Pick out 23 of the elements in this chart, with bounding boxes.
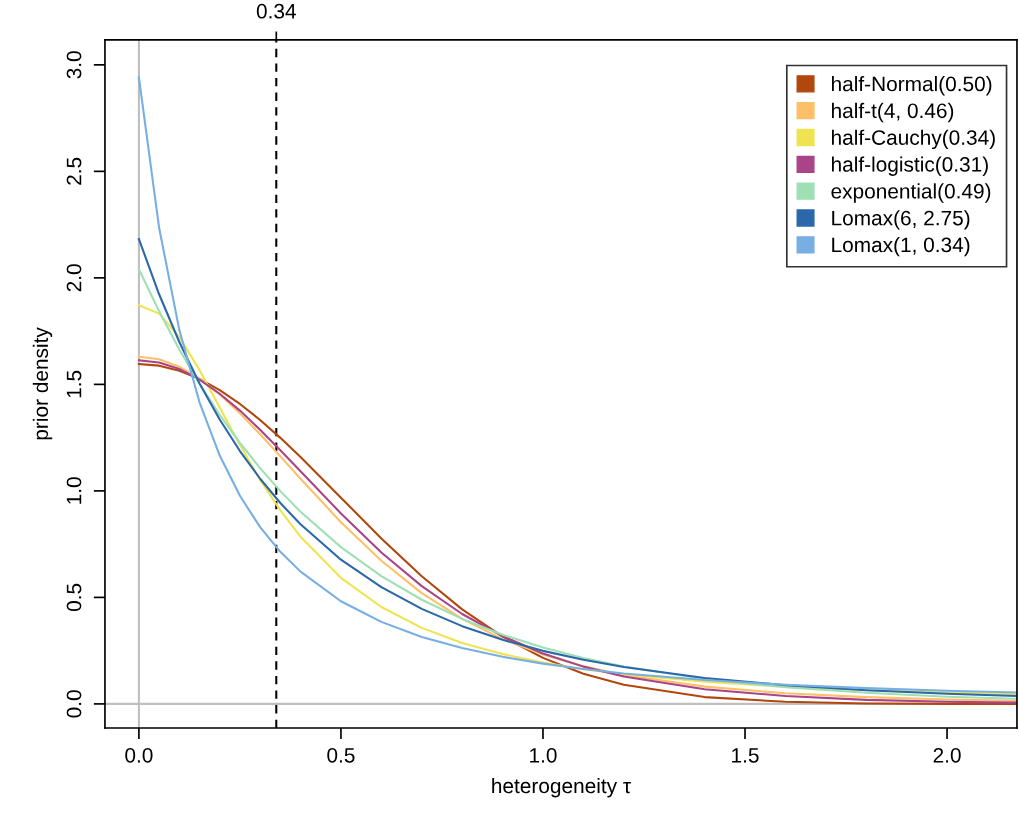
x-tick-label: 2.0	[933, 747, 961, 763]
y-tick-label: 3.0	[66, 51, 82, 79]
x-axis-title: heterogeneity τ	[492, 777, 631, 798]
x-tick-label: 1.0	[530, 747, 557, 763]
x-tick-label: 0.5	[327, 747, 355, 763]
y-axis-title: prior density	[32, 327, 53, 440]
legend-label: Lomax(6, 2.75)	[832, 210, 970, 230]
ref-line-label: 0.34	[256, 3, 296, 19]
y-tick-label: 1.5	[66, 370, 82, 398]
legend-label: half-Normal(0.50)	[832, 76, 992, 96]
y-tick-label: 0.5	[66, 583, 82, 612]
legend-label: half-t(4, 0.46)	[832, 102, 954, 123]
x-tick-label: 1.5	[732, 748, 759, 763]
y-tick-label: 2.0	[66, 264, 82, 292]
legend-label: half-Cauchy(0.34)	[832, 129, 995, 150]
legend-label: half-logistic(0.31)	[832, 156, 988, 176]
x-tick-label: 0.0	[125, 747, 153, 763]
line-series	[137, 76, 1017, 694]
y-tick-label: 0.0	[66, 690, 82, 718]
legend-label: Lomax(1, 0.34)	[832, 236, 970, 257]
y-tick-label: 1.0	[66, 477, 82, 504]
y-tick-label: 2.5	[66, 157, 82, 185]
legend-label: exponential(0.49)	[831, 183, 991, 203]
